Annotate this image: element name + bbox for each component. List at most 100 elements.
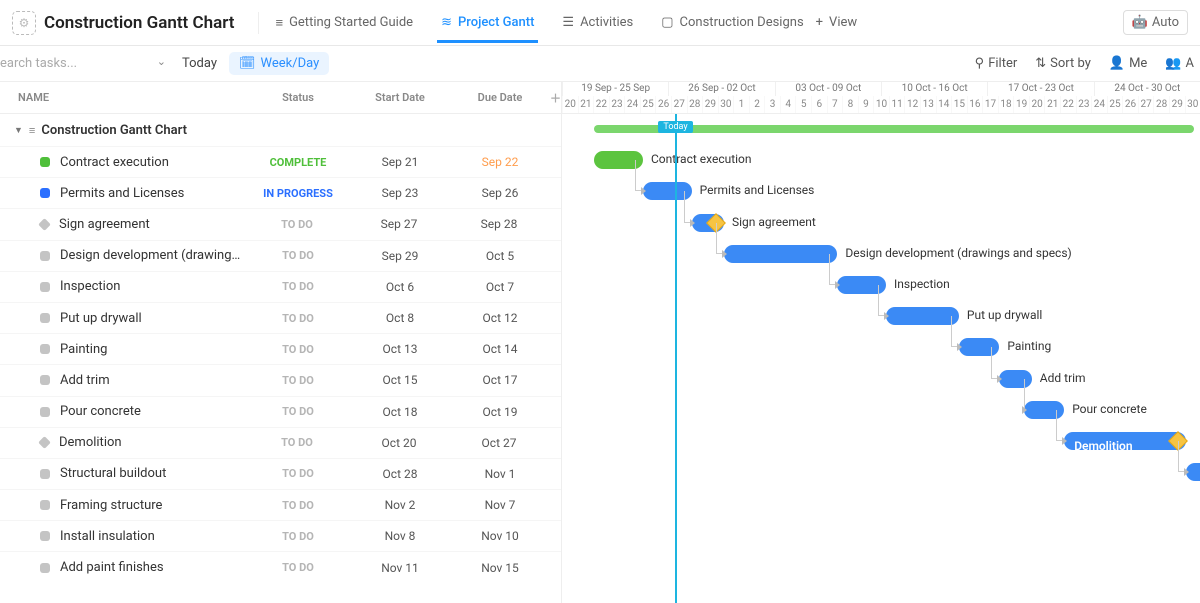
sort-button[interactable]: ⇅Sort by <box>1035 56 1091 71</box>
due-date[interactable]: Sep 22 <box>450 155 550 169</box>
status-cell[interactable]: TO DO <box>246 499 350 512</box>
day-header: 30 <box>1185 96 1200 113</box>
today-button[interactable]: Today <box>182 56 217 71</box>
day-header: 15 <box>951 96 967 113</box>
tab-getting-started-guide[interactable]: ≡Getting Started Guide <box>271 3 417 43</box>
start-date[interactable]: Nov 2 <box>350 498 450 512</box>
timescale-toggle[interactable]: 🗓Week/Day <box>229 52 329 75</box>
due-date[interactable]: Oct 5 <box>450 249 550 263</box>
status-bullet <box>40 344 50 354</box>
group-row[interactable]: ▼ ≡ Construction Gantt Chart <box>0 114 561 146</box>
gantt-row: Sign agreement <box>562 208 1200 239</box>
task-name: Structural buildout <box>60 466 246 481</box>
col-start[interactable]: Start Date <box>350 91 450 104</box>
task-row[interactable]: PaintingTO DOOct 13Oct 14 <box>0 333 561 364</box>
status-bullet <box>38 436 51 449</box>
task-row[interactable]: Put up drywallTO DOOct 8Oct 12 <box>0 302 561 333</box>
status-cell[interactable]: TO DO <box>246 249 350 262</box>
status-cell[interactable]: TO DO <box>246 467 350 480</box>
due-date[interactable]: Nov 7 <box>450 498 550 512</box>
status-cell[interactable]: TO DO <box>246 343 350 356</box>
due-date[interactable]: Sep 26 <box>450 186 550 200</box>
status-cell[interactable]: TO DO <box>246 530 350 543</box>
day-header: 2 <box>749 96 765 113</box>
due-date[interactable]: Oct 14 <box>450 342 550 356</box>
start-date[interactable]: Oct 18 <box>350 405 450 419</box>
due-date[interactable]: Oct 27 <box>449 436 549 450</box>
day-header: 25 <box>1107 96 1123 113</box>
start-date[interactable]: Sep 29 <box>350 249 450 263</box>
gantt-bar[interactable] <box>999 370 1031 388</box>
start-date[interactable]: Sep 21 <box>350 155 450 169</box>
day-header: 24 <box>1091 96 1107 113</box>
day-header: 23 <box>609 96 625 113</box>
add-column-button[interactable]: ＋ <box>550 90 560 106</box>
col-name[interactable]: NAME <box>0 91 246 104</box>
status-cell[interactable]: TO DO <box>246 280 350 293</box>
due-date[interactable]: Sep 28 <box>449 217 549 231</box>
start-date[interactable]: Oct 13 <box>350 342 450 356</box>
day-header: 29 <box>1169 96 1185 113</box>
topbar: ⚙ Construction Gantt Chart ≡Getting Star… <box>0 0 1200 46</box>
gantt-bar[interactable] <box>886 307 959 325</box>
status-cell[interactable]: IN PROGRESS <box>246 187 350 200</box>
filter-button[interactable]: ⚲Filter <box>975 56 1018 71</box>
search-input[interactable] <box>0 50 170 77</box>
task-row[interactable]: Contract executionCOMPLETESep 21Sep 22 <box>0 146 561 177</box>
start-date[interactable]: Nov 8 <box>350 529 450 543</box>
start-date[interactable]: Oct 28 <box>350 467 450 481</box>
task-row[interactable]: InspectionTO DOOct 6Oct 7 <box>0 271 561 302</box>
day-header: 21 <box>1044 96 1060 113</box>
day-header: 16 <box>967 96 983 113</box>
add-view-button[interactable]: +View <box>816 15 858 30</box>
gantt-timeline[interactable]: 19 Sep - 25 Sep26 Sep - 02 Oct03 Oct - 0… <box>562 82 1200 603</box>
assignee-filter[interactable]: 👥A <box>1165 56 1194 71</box>
app-icon[interactable]: ⚙ <box>12 11 36 35</box>
status-bullet <box>40 375 50 385</box>
start-date[interactable]: Oct 15 <box>350 373 450 387</box>
task-row[interactable]: Pour concreteTO DOOct 18Oct 19 <box>0 396 561 427</box>
status-cell[interactable]: TO DO <box>245 436 349 449</box>
chevron-down-icon[interactable]: ⌄ <box>157 55 166 68</box>
task-row[interactable]: Add trimTO DOOct 15Oct 17 <box>0 364 561 395</box>
start-date[interactable]: Nov 11 <box>350 561 450 575</box>
due-date[interactable]: Oct 7 <box>450 280 550 294</box>
due-date[interactable]: Nov 1 <box>450 467 550 481</box>
plus-icon: + <box>816 15 823 30</box>
start-date[interactable]: Sep 27 <box>349 217 449 231</box>
gantt-bar[interactable] <box>724 245 837 263</box>
task-row[interactable]: DemolitionTO DOOct 20Oct 27 <box>0 427 561 458</box>
me-filter[interactable]: 👤Me <box>1109 56 1147 71</box>
tab-project-gantt[interactable]: ≋Project Gantt <box>437 3 538 42</box>
task-row[interactable]: Framing structureTO DONov 2Nov 7 <box>0 489 561 520</box>
task-row[interactable]: Permits and LicensesIN PROGRESSSep 23Sep… <box>0 177 561 208</box>
task-row[interactable]: Install insulationTO DONov 8Nov 10 <box>0 520 561 551</box>
due-date[interactable]: Oct 12 <box>450 311 550 325</box>
col-due[interactable]: Due Date <box>450 91 550 104</box>
status-bullet <box>40 500 50 510</box>
status-cell[interactable]: TO DO <box>245 218 349 231</box>
due-date[interactable]: Nov 15 <box>450 561 550 575</box>
task-name: Contract execution <box>60 155 246 170</box>
col-status[interactable]: Status <box>246 91 350 104</box>
due-date[interactable]: Oct 17 <box>450 373 550 387</box>
tab-construction-designs[interactable]: ▢Construction Designs <box>657 3 807 42</box>
automate-button[interactable]: 🤖Auto <box>1123 10 1188 35</box>
due-date[interactable]: Oct 19 <box>450 405 550 419</box>
task-row[interactable]: Design development (drawings an...TO DOS… <box>0 240 561 271</box>
due-date[interactable]: Nov 10 <box>450 529 550 543</box>
task-row[interactable]: Sign agreementTO DOSep 27Sep 28 <box>0 208 561 239</box>
tab-activities[interactable]: ☰Activities <box>558 3 637 42</box>
start-date[interactable]: Sep 23 <box>350 186 450 200</box>
task-row[interactable]: Structural buildoutTO DOOct 28Nov 1 <box>0 458 561 489</box>
day-header: 26 <box>655 96 671 113</box>
status-cell[interactable]: TO DO <box>246 561 350 574</box>
status-cell[interactable]: TO DO <box>246 312 350 325</box>
status-cell[interactable]: TO DO <box>246 405 350 418</box>
start-date[interactable]: Oct 20 <box>349 436 449 450</box>
start-date[interactable]: Oct 8 <box>350 311 450 325</box>
start-date[interactable]: Oct 6 <box>350 280 450 294</box>
status-cell[interactable]: COMPLETE <box>246 156 350 169</box>
task-row[interactable]: Add paint finishesTO DONov 11Nov 15 <box>0 551 561 582</box>
status-cell[interactable]: TO DO <box>246 374 350 387</box>
